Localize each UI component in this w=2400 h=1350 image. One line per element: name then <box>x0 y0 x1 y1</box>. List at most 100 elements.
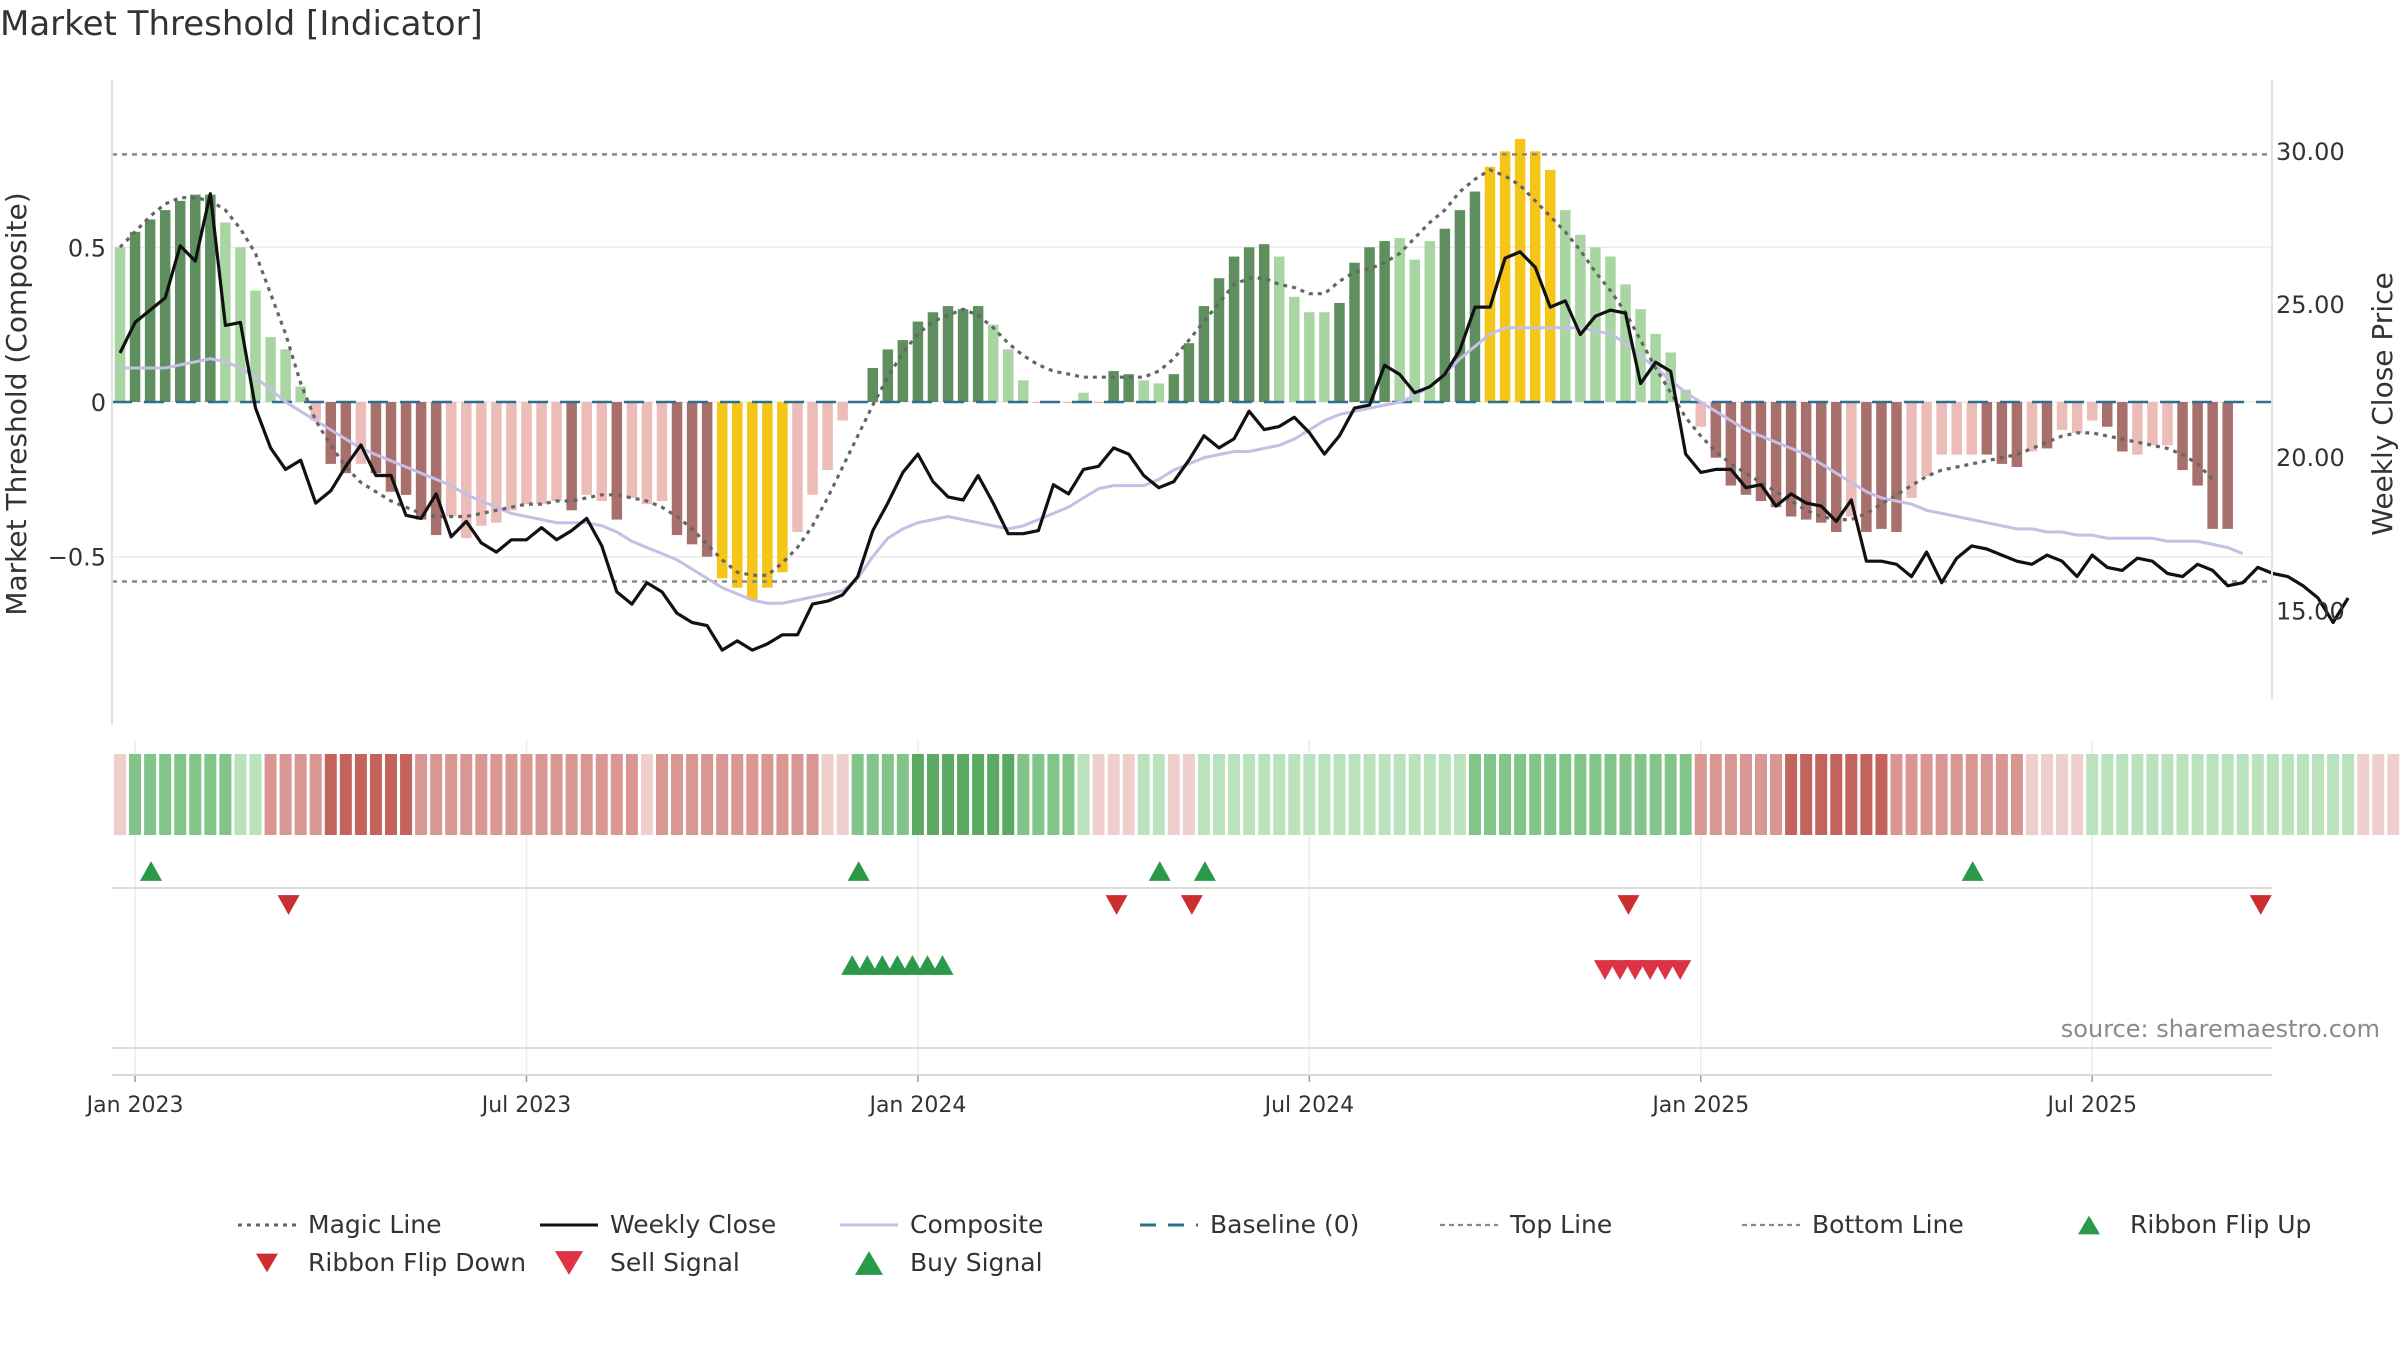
composite-bar <box>1334 302 1345 402</box>
composite-bar <box>957 309 969 402</box>
ribbon-cell <box>1468 754 1481 835</box>
ribbon-cell <box>987 754 1000 835</box>
right-axis-label: Weekly Close Price <box>2366 272 2399 535</box>
ribbon-cell <box>625 754 638 835</box>
composite-bar <box>1514 138 1526 402</box>
composite-bar <box>1153 383 1165 402</box>
ribbon-cell <box>2251 754 2264 835</box>
ribbon-cell <box>490 754 503 835</box>
composite-bar <box>506 402 517 511</box>
sell-signal-marker <box>1609 960 1632 980</box>
composite-bar <box>385 402 397 492</box>
ribbon-cell <box>144 754 157 835</box>
ribbon-cell <box>1423 754 1436 835</box>
ribbon-cell <box>1122 754 1135 835</box>
composite-line <box>120 326 2244 605</box>
right-ytick-label: 25.00 <box>2276 291 2345 319</box>
composite-bar <box>1319 312 1330 402</box>
ribbon-cell <box>129 754 142 835</box>
composite-bar <box>2041 402 2053 449</box>
composite-bar <box>732 402 743 588</box>
composite-bar <box>355 402 367 464</box>
composite-bar <box>1439 228 1451 402</box>
composite-bar <box>1831 402 1842 532</box>
composite-bar <box>1499 151 1511 402</box>
sell-signal-marker <box>1639 960 1662 980</box>
composite-bar <box>1936 402 1947 455</box>
ribbon-cell <box>911 754 924 835</box>
composite-bar <box>205 194 216 402</box>
composite-bar <box>566 402 577 511</box>
composite-bar <box>1770 402 1782 508</box>
ribbon-cell <box>1980 754 1993 835</box>
ribbon-cell <box>1438 754 1451 835</box>
composite-bar <box>310 402 321 421</box>
ribbon-cell <box>716 754 729 835</box>
ribbon-cell <box>1965 754 1978 835</box>
ribbon-cell <box>114 754 126 835</box>
composite-bar <box>596 402 608 502</box>
ribbon-cell <box>1002 754 1015 835</box>
ribbon-cell <box>2342 754 2355 835</box>
source-note: source: sharemaestro.com <box>2060 1015 2380 1043</box>
composite-bar <box>1800 402 1812 520</box>
sell-signal-marker <box>1593 960 1616 980</box>
ribbon-cell <box>1544 754 1557 835</box>
ribbon-cell <box>640 754 653 835</box>
composite-bar <box>1680 389 1691 402</box>
ribbon-cell <box>1484 754 1497 835</box>
ribbon-cell <box>189 754 202 835</box>
ribbon-cell <box>2161 754 2174 835</box>
ribbon-cell <box>1333 754 1346 835</box>
composite-bar <box>1876 402 1887 529</box>
ribbon-cell <box>324 754 337 835</box>
ribbon-cell <box>1830 754 1843 835</box>
composite-bar <box>265 337 276 402</box>
ribbon-cell <box>2372 754 2385 835</box>
ribbon-flip-down-marker <box>1105 895 1128 915</box>
ribbon-cell <box>731 754 744 835</box>
composite-bar <box>1454 210 1466 402</box>
ribbon-cell <box>279 754 292 835</box>
ribbon-cell <box>1514 754 1527 835</box>
composite-bar <box>1906 402 1917 498</box>
ribbon-cell <box>1770 754 1783 835</box>
ribbon-cell <box>2071 754 2084 835</box>
composite-bar <box>987 324 999 402</box>
ribbon-cell <box>2025 754 2038 835</box>
ribbon-cell <box>2146 754 2159 835</box>
composite-bar <box>1966 402 1978 455</box>
composite-bar <box>129 231 141 402</box>
composite-bar <box>581 402 592 495</box>
ribbon-cell <box>1167 754 1180 835</box>
composite-bar <box>641 402 653 505</box>
composite-bar <box>656 402 668 502</box>
composite-bar <box>1409 259 1420 402</box>
ribbon-cell <box>1152 754 1165 835</box>
composite-bar <box>1740 402 1752 495</box>
composite-bar <box>2102 402 2113 427</box>
signals-layer <box>140 861 2272 980</box>
ribbon-cell <box>1860 754 1873 835</box>
composite-bar <box>445 402 457 517</box>
composite-bar <box>777 402 788 573</box>
composite-bar <box>1093 402 1104 403</box>
ribbon-cell <box>174 754 187 835</box>
bars-layer <box>114 138 2233 601</box>
ribbon-cell <box>384 754 397 835</box>
ribbon-cell <box>1905 754 1918 835</box>
composite-bar <box>2177 402 2188 471</box>
ribbon-cell <box>565 754 578 835</box>
composite-bar <box>972 306 984 402</box>
ribbon-cell <box>309 754 322 835</box>
ribbon-cell <box>1363 754 1376 835</box>
composite-bar <box>671 402 683 536</box>
composite-bar <box>1379 241 1390 402</box>
buy-signal-marker <box>886 955 909 975</box>
composite-bar <box>1289 296 1300 402</box>
composite-bar <box>2011 402 2023 467</box>
ribbon-cell <box>1664 754 1677 835</box>
ribbon-cell <box>866 754 879 835</box>
ribbon-cell <box>806 754 819 835</box>
ribbon-cell <box>926 754 939 835</box>
